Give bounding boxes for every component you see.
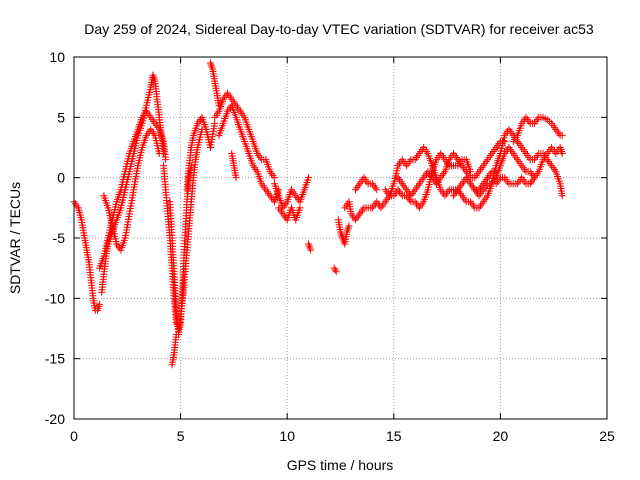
data-point: [232, 174, 240, 182]
data-point: [501, 137, 509, 145]
data-point: [531, 174, 539, 182]
data-point: [558, 192, 566, 200]
data-point: [330, 264, 338, 272]
x-tick-label: 15: [386, 428, 402, 444]
data-point: [155, 150, 163, 158]
data-point: [558, 131, 566, 139]
data-point: [332, 268, 340, 276]
y-tick-label: 10: [49, 49, 65, 65]
x-tick-label: 0: [70, 428, 78, 444]
data-point: [162, 156, 170, 164]
data-point: [305, 174, 313, 182]
data-point: [172, 331, 180, 339]
data-point: [211, 119, 219, 127]
data-point: [96, 300, 104, 308]
x-tick-label: 10: [279, 428, 295, 444]
x-tick-label: 5: [177, 428, 185, 444]
data-point: [558, 150, 566, 158]
chart-title: Day 259 of 2024, Sidereal Day-to-day VTE…: [84, 21, 594, 37]
grid-lines: [74, 57, 607, 419]
axis-ticks: 0 5 10 15 20 25 -20 -15 -10 -5 0 5 10: [45, 49, 615, 444]
y-tick-label: 5: [57, 109, 65, 125]
x-tick-label: 25: [599, 428, 615, 444]
x-axis-label: GPS time / hours: [287, 457, 394, 473]
data-point: [296, 204, 304, 212]
y-tick-label: -20: [45, 411, 65, 427]
y-tick-label: -15: [45, 351, 65, 367]
y-tick-label: -5: [53, 230, 66, 246]
y-tick-label: -10: [45, 290, 65, 306]
x-tick-label: 20: [493, 428, 509, 444]
y-tick-label: 0: [57, 170, 65, 186]
data-point: [373, 186, 381, 194]
data-series: [70, 59, 566, 369]
data-point: [307, 246, 315, 254]
y-axis-label: SDTVAR / TECUs: [7, 182, 23, 294]
data-point: [331, 266, 339, 274]
data-point: [345, 222, 353, 230]
data-point: [270, 174, 278, 182]
